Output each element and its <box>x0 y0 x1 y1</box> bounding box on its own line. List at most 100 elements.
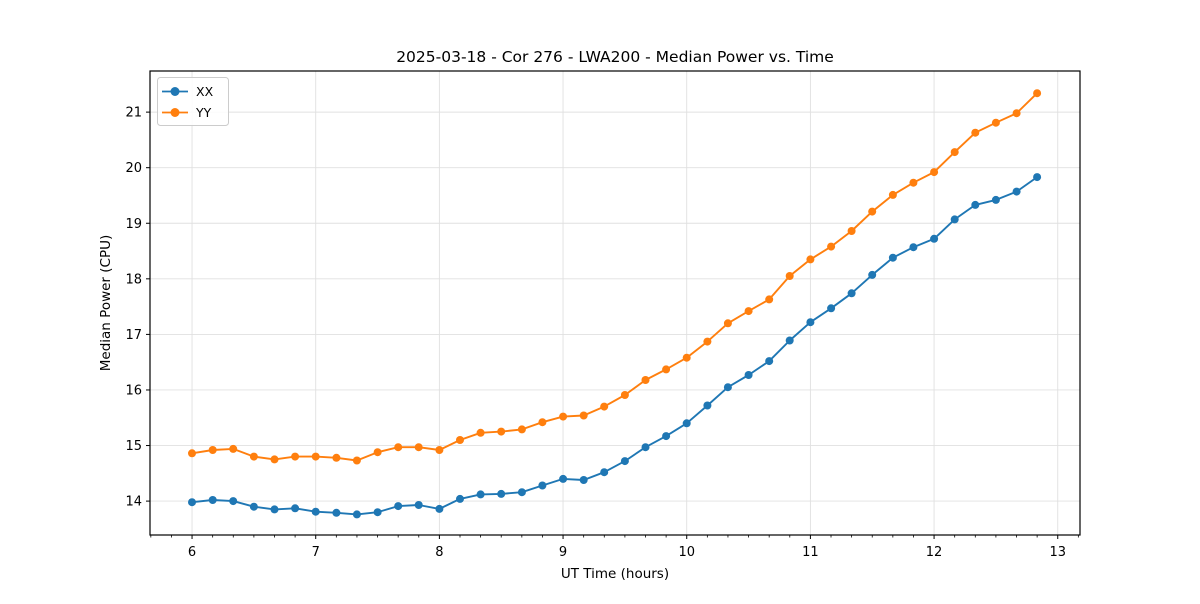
series-xx-marker <box>744 371 753 379</box>
series-yy-marker <box>352 456 361 465</box>
series-xx-marker <box>579 476 588 484</box>
series-xx-marker <box>1033 173 1042 182</box>
x-tick-label: 9 <box>559 545 567 560</box>
series-yy-marker <box>620 391 629 399</box>
series-yy-marker <box>249 452 258 461</box>
series-yy-marker <box>950 148 959 157</box>
series-yy-marker <box>662 365 671 374</box>
y-tick-label: 17 <box>125 328 142 343</box>
series-yy-marker <box>559 412 568 421</box>
x-tick-label: 8 <box>435 545 443 560</box>
series-yy-marker <box>868 207 877 216</box>
series-yy-marker <box>641 376 650 384</box>
series-yy-marker <box>682 353 691 362</box>
series-yy-marker <box>270 455 279 464</box>
series-xx-marker <box>971 200 980 209</box>
series-xx-marker <box>291 504 300 513</box>
series-yy-marker <box>600 402 609 411</box>
legend-marker-xx <box>170 87 180 96</box>
series-yy-marker <box>888 190 897 199</box>
series-xx-marker <box>414 501 423 509</box>
legend-label-xx: XX <box>196 84 214 99</box>
series-xx-marker <box>620 457 629 466</box>
series-xx-marker <box>662 432 671 441</box>
chart-title: 2025-03-18 - Cor 276 - LWA200 - Median P… <box>396 48 834 66</box>
series-xx-marker <box>435 504 444 513</box>
series-yy-marker <box>785 272 794 280</box>
y-tick-label: 21 <box>125 106 142 121</box>
series-yy-marker <box>579 411 588 420</box>
series-xx-line <box>191 176 1038 516</box>
y-tick-label: 20 <box>125 161 142 176</box>
series-yy-marker <box>1033 89 1042 98</box>
series-xx-marker <box>559 474 568 483</box>
series-xx-marker <box>497 489 506 498</box>
y-tick-label: 15 <box>125 439 142 454</box>
legend-label-yy: YY <box>195 105 212 120</box>
plot-area-border <box>149 70 1081 536</box>
x-tick-label: 11 <box>802 545 819 560</box>
series-xx-marker <box>827 304 836 313</box>
series-xx-marker <box>229 497 238 506</box>
series-xx-marker <box>373 508 382 517</box>
series-yy-marker <box>414 443 423 452</box>
x-tick-label: 12 <box>926 545 943 560</box>
series-xx-marker <box>394 502 403 511</box>
series-xx-marker <box>723 383 732 392</box>
series-yy-marker <box>744 307 753 316</box>
series-xx-marker <box>888 253 897 262</box>
series-xx-marker <box>1012 187 1021 196</box>
series-yy-marker <box>517 425 526 434</box>
series-yy-marker <box>497 427 506 436</box>
series-yy-marker <box>1012 109 1021 118</box>
series-yy-marker <box>373 448 382 457</box>
series-xx-marker <box>930 234 939 243</box>
series-xx-marker <box>456 494 464 503</box>
series-xx-marker <box>847 289 856 298</box>
series-yy-marker <box>847 227 856 235</box>
series-yy-marker <box>723 319 732 328</box>
series-yy-marker <box>188 449 196 458</box>
series-xx-marker <box>517 488 526 497</box>
series-yy-marker <box>394 443 403 452</box>
series-yy-marker <box>703 337 712 346</box>
series-xx-marker <box>991 195 1000 204</box>
series-yy-marker <box>332 453 341 462</box>
legend-marker-yy <box>170 108 180 117</box>
series-xx-marker <box>703 401 712 410</box>
series-yy-marker <box>229 444 238 453</box>
series-xx-marker <box>208 496 217 504</box>
series-xx-marker <box>270 505 279 514</box>
y-tick-label: 14 <box>125 495 142 510</box>
series-xx-marker <box>311 507 320 516</box>
legend-item-yy: YY <box>162 105 212 120</box>
series-xx-marker <box>765 357 774 366</box>
legend-box <box>157 77 229 126</box>
x-tick-label: 13 <box>1049 545 1066 560</box>
series-xx-marker <box>188 498 196 507</box>
y-axis-label: Median Power (CPU) <box>98 235 114 371</box>
series-yy-marker <box>291 452 300 461</box>
series-yy-marker <box>971 128 980 137</box>
x-tick-label: 10 <box>678 545 695 560</box>
series-yy-marker <box>806 255 815 264</box>
series-xx-marker <box>600 468 609 477</box>
series-yy-marker <box>765 295 774 304</box>
x-tick-label: 6 <box>188 545 196 560</box>
series-yy-marker <box>435 446 444 454</box>
series-yy-marker <box>476 428 485 437</box>
series-yy-marker <box>827 242 836 251</box>
series-yy-marker <box>208 446 217 454</box>
series-yy-marker <box>538 418 547 427</box>
series-xx-marker <box>785 336 794 345</box>
series-yy-marker <box>311 452 320 461</box>
y-tick-label: 19 <box>125 217 142 232</box>
series-xx-marker <box>868 270 877 279</box>
legend-item-xx: XX <box>162 84 214 99</box>
series-yy-marker <box>909 178 918 187</box>
x-tick-label: 7 <box>312 545 320 560</box>
x-axis-label: UT Time (hours) <box>561 566 669 582</box>
series-xx-marker <box>806 318 815 327</box>
